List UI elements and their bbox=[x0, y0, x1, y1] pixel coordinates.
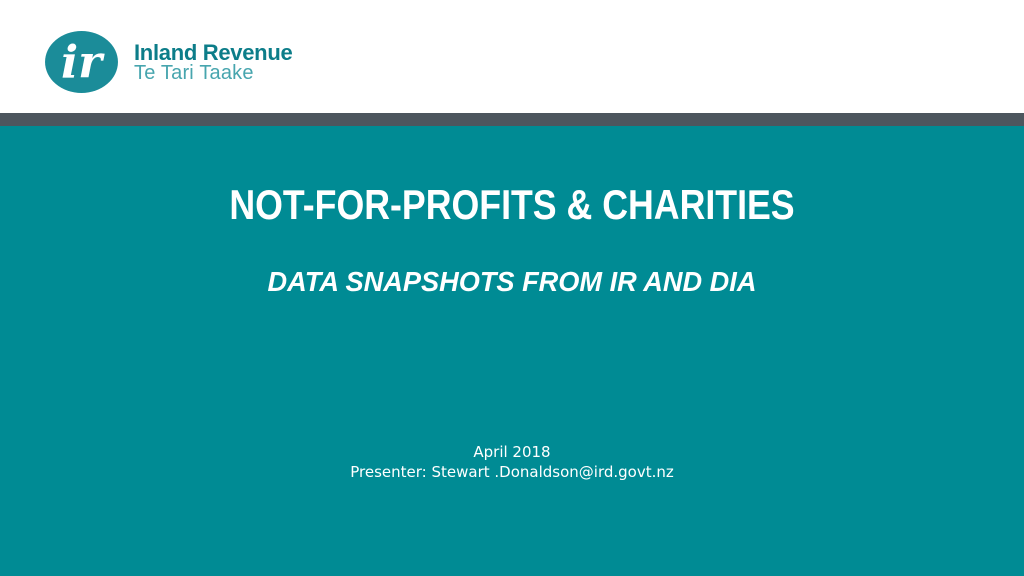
slide-header: ir Inland Revenue Te Tari Taake bbox=[0, 0, 1024, 113]
ir-logo-icon: ir bbox=[45, 31, 118, 93]
divider-bar bbox=[0, 113, 1024, 126]
ir-logo-ellipse bbox=[45, 31, 118, 93]
slide-body: NOT-FOR-PROFITS & CHARITIES DATA SNAPSHO… bbox=[0, 126, 1024, 576]
logo-org-name-maori: Te Tari Taake bbox=[134, 62, 254, 84]
presenter-block: April 2018 Presenter: Stewart .Donaldson… bbox=[0, 442, 1024, 482]
ir-logo-monogram: ir bbox=[61, 36, 105, 89]
slide-subtitle: DATA SNAPSHOTS FROM IR AND DIA bbox=[267, 266, 757, 297]
date-line: April 2018 bbox=[473, 443, 551, 461]
logo-org-name: Inland Revenue bbox=[134, 40, 293, 65]
logo-wordmark: Inland Revenue Te Tari Taake bbox=[134, 40, 293, 84]
slide-title: NOT-FOR-PROFITS & CHARITIES bbox=[229, 181, 795, 228]
inland-revenue-logo: ir Inland Revenue Te Tari Taake bbox=[0, 0, 400, 113]
presenter-line: Presenter: Stewart .Donaldson@ird.govt.n… bbox=[350, 463, 674, 481]
